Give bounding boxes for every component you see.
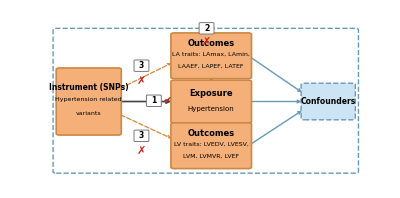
- Text: 1: 1: [151, 96, 156, 105]
- Text: Outcomes: Outcomes: [188, 129, 235, 138]
- Text: Instrument (SNPs): Instrument (SNPs): [49, 83, 128, 92]
- FancyBboxPatch shape: [56, 68, 121, 135]
- FancyBboxPatch shape: [146, 95, 161, 107]
- FancyBboxPatch shape: [301, 83, 355, 120]
- Text: ✗: ✗: [137, 76, 146, 86]
- Text: LAAEF, LAPEF, LATEF: LAAEF, LAPEF, LATEF: [178, 64, 244, 69]
- Text: 3: 3: [139, 61, 144, 70]
- FancyBboxPatch shape: [171, 33, 252, 79]
- Text: 3: 3: [139, 131, 144, 140]
- Text: 2: 2: [204, 24, 209, 33]
- FancyBboxPatch shape: [134, 130, 149, 142]
- Text: LVM, LVMVR, LVEF: LVM, LVMVR, LVEF: [183, 154, 239, 159]
- Text: LV traits: LVEDV, LVESV,: LV traits: LVEDV, LVESV,: [174, 142, 249, 147]
- Text: ✗: ✗: [202, 37, 211, 47]
- Text: Exposure: Exposure: [189, 89, 233, 98]
- FancyBboxPatch shape: [171, 123, 252, 169]
- Text: Confounders: Confounders: [301, 97, 356, 106]
- FancyBboxPatch shape: [171, 80, 252, 123]
- Text: Hypertension: Hypertension: [188, 106, 234, 112]
- Text: Hypertension related: Hypertension related: [56, 97, 122, 103]
- FancyBboxPatch shape: [134, 60, 149, 71]
- FancyBboxPatch shape: [199, 23, 214, 34]
- Text: ✔: ✔: [163, 96, 172, 106]
- Text: LA traits: LAmax, LAmin,: LA traits: LAmax, LAmin,: [172, 52, 250, 57]
- Text: variants: variants: [76, 111, 102, 116]
- Text: ✗: ✗: [137, 146, 146, 156]
- Text: Outcomes: Outcomes: [188, 39, 235, 48]
